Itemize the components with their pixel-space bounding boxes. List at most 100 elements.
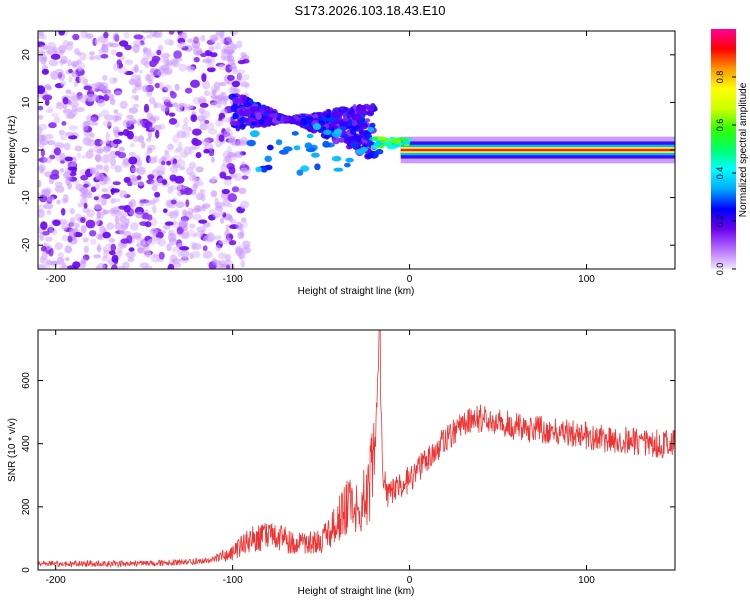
heatmap-cell — [148, 126, 156, 131]
heatmap-cell — [151, 185, 158, 192]
heatmap-cell — [44, 236, 53, 242]
heatmap-cell — [69, 219, 76, 228]
heatmap-cell — [220, 36, 225, 45]
heatmap-cell — [345, 157, 354, 163]
heatmap-cell — [333, 128, 343, 135]
heatmap-cell — [38, 124, 48, 131]
heatmap-cell — [144, 199, 152, 207]
heatmap-cell — [130, 74, 140, 83]
heatmap-cell — [232, 65, 238, 75]
heatmap-cell — [131, 94, 137, 100]
spectrogram-y-axis-label: Frequency (Hz) — [7, 116, 18, 185]
heatmap-cell — [88, 148, 94, 153]
heatmap-cell — [138, 135, 145, 144]
chart-title: S173.2026.103.18.43.E10 — [294, 3, 445, 18]
y-tick-label: 20 — [21, 49, 32, 61]
heatmap-cell — [62, 103, 68, 110]
heatmap-cell — [202, 80, 211, 90]
heatmap-cell — [208, 45, 214, 52]
heatmap-cell — [112, 206, 119, 211]
heatmap-cell — [176, 130, 187, 139]
heatmap-cell — [183, 117, 189, 126]
heatmap-cell — [99, 178, 107, 186]
heatmap-cell — [134, 64, 139, 73]
heatmap-cell — [147, 130, 152, 139]
heatmap-cell — [306, 133, 314, 139]
heatmap-cell — [99, 225, 106, 234]
heatmap-cell — [90, 121, 99, 126]
heatmap-cell — [260, 167, 268, 173]
heatmap-cell — [130, 142, 135, 148]
heatmap-cell — [118, 146, 125, 152]
heatmap-cell — [204, 119, 210, 124]
heatmap-cell — [101, 46, 109, 54]
y-tick-label: 200 — [21, 498, 32, 515]
heatmap-cell — [93, 203, 103, 210]
heatmap-cell — [225, 264, 230, 269]
heatmap-cell — [125, 59, 133, 65]
heatmap-cell — [127, 256, 135, 263]
heatmap-cell — [275, 139, 283, 146]
heatmap-cells — [38, 31, 675, 269]
heatmap-cell — [164, 221, 174, 226]
heatmap-cell — [224, 230, 230, 237]
heatmap-cell — [159, 82, 164, 90]
heatmap-cell — [237, 60, 246, 65]
heatmap-cell — [97, 166, 108, 171]
heatmap-cell — [172, 262, 182, 268]
heatmap-cell — [42, 189, 51, 197]
heatmap-cell — [85, 219, 96, 229]
heatmap-cell — [358, 105, 364, 112]
heatmap-cell — [57, 72, 66, 81]
heatmap-cell — [88, 51, 95, 56]
colorbar-tick-label: 0.2 — [715, 215, 725, 228]
heatmap-cell — [109, 98, 116, 105]
heatmap-cell — [152, 197, 160, 203]
heatmap-cell — [43, 202, 54, 210]
heatmap-cell — [237, 72, 244, 81]
heatmap-cell — [183, 146, 192, 156]
heatmap-cell — [148, 80, 154, 85]
heatmap-cell — [72, 261, 81, 269]
heatmap-cell — [220, 49, 228, 54]
heatmap-cell — [38, 180, 42, 188]
y-tick-label: 0 — [21, 567, 32, 573]
heatmap-cell — [176, 184, 182, 191]
heatmap-cell — [226, 43, 235, 51]
heatmap-cell — [146, 147, 153, 154]
heatmap-cell — [72, 33, 80, 41]
heatmap-cell — [158, 251, 165, 260]
heatmap-cell — [65, 43, 74, 51]
heatmap-cell — [220, 52, 227, 61]
heatmap-cell — [215, 244, 221, 252]
heatmap-cell — [290, 118, 297, 124]
heatmap-cell — [87, 138, 96, 147]
heatmap-cell — [218, 240, 228, 245]
heatmap-cell — [228, 135, 237, 145]
colorbar-tick-label: 0.4 — [715, 167, 725, 180]
heatmap-cell — [350, 128, 357, 135]
y-tick-label: 400 — [21, 435, 32, 452]
heatmap-cell — [332, 136, 341, 145]
heatmap-cell — [71, 71, 78, 78]
y-tick-label: -10 — [21, 190, 32, 205]
heatmap-cell — [206, 62, 214, 69]
heatmap-cell — [113, 109, 119, 114]
heatmap-cell — [192, 128, 202, 136]
heatmap-cell — [136, 237, 146, 246]
heatmap-cell — [80, 225, 87, 234]
heatmap-cell — [74, 145, 83, 152]
heatmap-cell — [103, 249, 108, 259]
heatmap-cell — [140, 57, 149, 66]
heatmap-cell — [188, 162, 197, 169]
y-tick-label: 600 — [21, 372, 32, 389]
heatmap-cell — [218, 134, 225, 142]
heatmap-cell — [164, 38, 173, 46]
heatmap-cell — [180, 249, 190, 259]
heatmap-cell — [348, 118, 353, 127]
heatmap-cell — [78, 74, 86, 84]
heatmap-cell — [200, 53, 208, 58]
heatmap-cell — [228, 240, 237, 246]
heatmap-cell — [202, 138, 210, 146]
heatmap-cell — [93, 196, 99, 201]
